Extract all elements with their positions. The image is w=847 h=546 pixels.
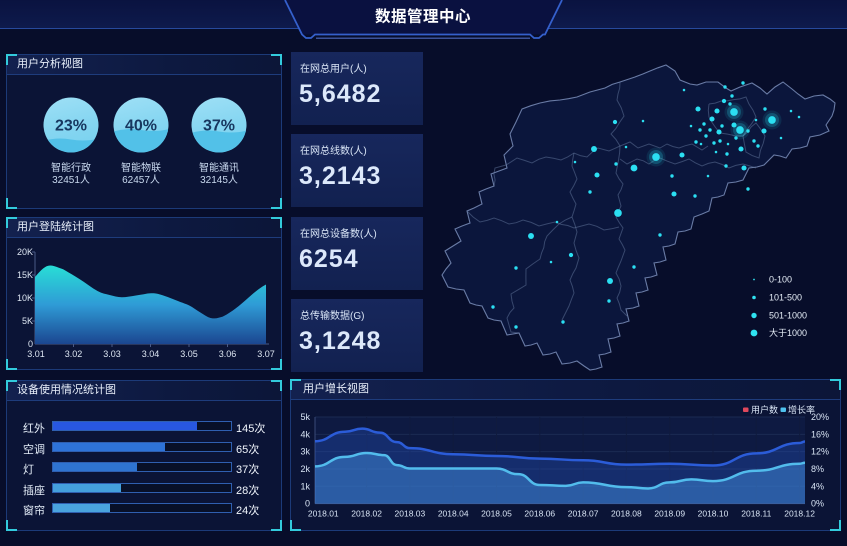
- svg-text:2018.01: 2018.01: [308, 509, 339, 519]
- svg-text:20%: 20%: [811, 412, 829, 422]
- svg-text:3.05: 3.05: [180, 349, 198, 359]
- svg-text:37%: 37%: [203, 118, 235, 135]
- svg-text:大于1000: 大于1000: [769, 327, 807, 338]
- svg-text:3k: 3k: [300, 447, 310, 457]
- svg-text:3.01: 3.01: [27, 349, 45, 359]
- svg-text:23%: 23%: [55, 118, 87, 135]
- svg-text:2018.05: 2018.05: [481, 509, 512, 519]
- svg-text:2018.10: 2018.10: [698, 509, 729, 519]
- svg-text:8%: 8%: [811, 464, 824, 474]
- svg-text:2018.04: 2018.04: [438, 509, 469, 519]
- svg-text:0%: 0%: [811, 499, 824, 509]
- svg-text:2018.02: 2018.02: [351, 509, 382, 519]
- svg-text:4k: 4k: [300, 429, 310, 439]
- svg-text:20K: 20K: [17, 247, 33, 257]
- svg-text:2018.09: 2018.09: [654, 509, 685, 519]
- svg-text:0: 0: [28, 339, 33, 349]
- svg-text:2k: 2k: [300, 464, 310, 474]
- svg-text:3.07: 3.07: [257, 349, 275, 359]
- svg-text:2018.11: 2018.11: [741, 509, 771, 519]
- svg-text:12%: 12%: [811, 447, 829, 457]
- svg-text:40%: 40%: [125, 118, 157, 135]
- svg-text:3.04: 3.04: [142, 349, 160, 359]
- svg-text:0-100: 0-100: [769, 275, 792, 285]
- svg-text:2018.06: 2018.06: [524, 509, 555, 519]
- svg-text:5k: 5k: [300, 412, 310, 422]
- svg-text:数据管理中心: 数据管理中心: [375, 7, 471, 26]
- svg-text:2018.03: 2018.03: [395, 509, 426, 519]
- svg-text:4%: 4%: [811, 481, 824, 491]
- svg-text:2018.08: 2018.08: [611, 509, 642, 519]
- svg-text:101-500: 101-500: [769, 293, 802, 303]
- svg-text:501-1000: 501-1000: [769, 311, 807, 321]
- svg-text:0: 0: [305, 499, 310, 509]
- svg-text:增长率: 增长率: [788, 404, 815, 415]
- svg-text:1k: 1k: [300, 481, 310, 491]
- svg-text:2018.12: 2018.12: [784, 509, 815, 519]
- svg-text:16%: 16%: [811, 429, 829, 439]
- svg-text:3.02: 3.02: [65, 349, 83, 359]
- svg-text:15K: 15K: [17, 270, 33, 280]
- svg-text:3.06: 3.06: [219, 349, 237, 359]
- svg-text:10K: 10K: [17, 293, 33, 303]
- svg-text:3.03: 3.03: [103, 349, 121, 359]
- svg-text:2018.07: 2018.07: [568, 509, 599, 519]
- svg-text:5K: 5K: [22, 316, 33, 326]
- svg-text:用户数: 用户数: [751, 404, 778, 415]
